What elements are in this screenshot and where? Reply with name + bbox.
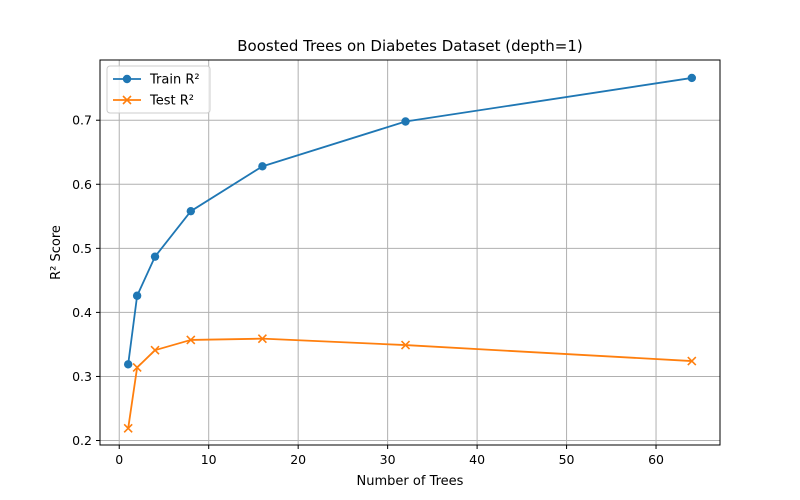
data-point-train [401, 117, 410, 126]
legend-box [106, 65, 211, 114]
y-tick-label: 0.7 [72, 113, 92, 128]
ticks: 0 10 20 30 40 50 60 0.2 0.3 0.4 0.5 0.6 0.7 [72, 113, 664, 467]
y-tick-label: 0.3 [72, 369, 92, 384]
x-tick-label: 40 [469, 452, 485, 467]
data-point-test [400, 340, 411, 350]
legend-marker-test [122, 95, 132, 105]
y-tick-label: 0.6 [72, 177, 92, 192]
data-point-test [186, 335, 196, 345]
x-tick-label: 20 [290, 452, 306, 467]
x-tick-label: 30 [380, 452, 396, 467]
data-point-train [123, 360, 133, 369]
y-tick-label: 0.4 [72, 305, 92, 320]
y-tick-label: 0.5 [72, 241, 92, 256]
x-tick-label: 0 [115, 452, 123, 467]
data-point-train [150, 252, 160, 261]
data-point-train [258, 162, 267, 171]
data-point-test [132, 362, 142, 373]
data-point-test [150, 345, 160, 355]
chart-title: Boosted Trees on Diabetes Dataset (depth… [237, 37, 582, 55]
data-point-test [123, 423, 133, 433]
data-point-train [132, 291, 142, 300]
y-tick-label: 0.2 [72, 433, 92, 448]
grid [100, 60, 720, 445]
x-tick-label: 50 [559, 452, 575, 467]
series-layer [123, 73, 697, 433]
data-point-train [687, 73, 697, 83]
data-point-test [687, 356, 697, 366]
x-tick-label: 60 [648, 452, 664, 467]
data-point-test [257, 334, 267, 344]
x-tick-label: 10 [201, 452, 217, 467]
x-axis-label: Number of Trees [357, 474, 464, 489]
data-point-train [186, 206, 196, 216]
plot-frame [99, 59, 721, 446]
legend: Train R² Test R² [106, 65, 211, 114]
legend-label-test: Test R² [149, 94, 194, 109]
legend-label-train: Train R² [149, 73, 200, 88]
y-axis-label: R² Score [49, 225, 64, 280]
legend-marker-train [122, 74, 132, 84]
